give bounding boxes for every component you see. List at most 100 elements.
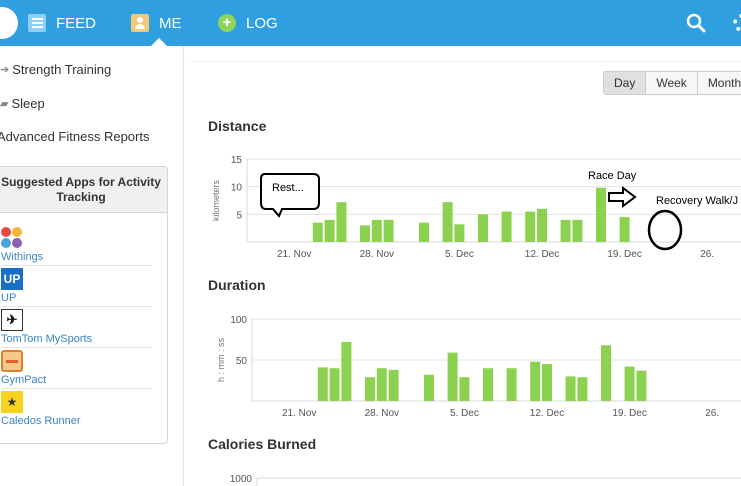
recovery-annotation: Recovery Walk/J <box>656 195 738 207</box>
time-range-selector: Day Week Month <box>603 71 741 95</box>
bar[interactable] <box>447 352 458 401</box>
bar[interactable] <box>388 369 399 401</box>
bar[interactable] <box>341 341 352 401</box>
sidebar-link-label: Sleep <box>11 96 45 111</box>
sidebar-link-label: Strength Training <box>12 62 112 77</box>
sleep-icon: ▰ <box>0 98 9 110</box>
caledos-logo-icon: ★ <box>1 391 23 413</box>
app-name[interactable]: UP <box>1 292 17 304</box>
me-icon <box>131 14 149 32</box>
y-tick-label: 10 <box>231 183 243 194</box>
bar[interactable] <box>424 374 434 401</box>
calories-chart: 1000 <box>230 474 741 486</box>
sidebar-link-advanced-fitness-reports[interactable]: Advanced Fitness Reports <box>0 129 149 144</box>
nav-feed[interactable]: FEED <box>28 0 96 46</box>
bar[interactable] <box>572 219 583 242</box>
app-name[interactable]: Caledos Runner <box>1 415 81 427</box>
bar[interactable] <box>376 368 387 401</box>
bar[interactable] <box>365 377 375 401</box>
app-item-withings[interactable]: Withings <box>1 225 151 266</box>
main-content: Day Week Month Distance 5 10 15 kilometers 2… <box>185 46 741 486</box>
calories-section-title: Calories Burned <box>208 436 317 452</box>
rest-speech-bubble <box>260 173 320 218</box>
x-tick-label: 19. Dec <box>612 408 646 419</box>
x-tick-label: 21. Nov <box>277 249 311 260</box>
app-item-up[interactable]: UP UP <box>1 266 151 307</box>
sidebar-link-label: Advanced Fitness Reports <box>0 129 150 144</box>
range-month-button[interactable]: Month <box>697 72 741 94</box>
y-axis-label: h : mm : ss <box>216 338 226 383</box>
duration-chart: 50 100 h : mm : ss 21. Nov 28. Nov 5. Dec 12. … <box>216 315 741 419</box>
up-logo-icon: UP <box>1 268 23 290</box>
bar[interactable] <box>478 214 488 242</box>
recovery-circle <box>647 209 683 251</box>
race-day-annotation: Race Day <box>588 170 637 182</box>
sidebar-link-sleep[interactable]: ▰ Sleep <box>0 96 45 111</box>
app-logo[interactable] <box>0 7 18 39</box>
x-tick-label: 5. Dec <box>445 249 474 260</box>
bar[interactable] <box>442 202 453 242</box>
gear-icon[interactable] <box>733 14 741 32</box>
x-tick-label: 28. Nov <box>360 249 394 260</box>
bar[interactable] <box>619 217 630 242</box>
nav-log[interactable]: + LOG <box>218 0 278 46</box>
bar[interactable] <box>483 368 493 401</box>
bar[interactable] <box>329 368 340 401</box>
withings-logo-icon <box>1 227 23 249</box>
bar[interactable] <box>501 211 512 242</box>
bar[interactable] <box>577 377 588 401</box>
distance-chart: 5 10 15 kilometers 21. Nov 28. Nov 5. Dec 12. D… <box>211 155 741 260</box>
race-day-arrow <box>608 186 637 208</box>
arrow-right-icon: ➔ <box>0 64 10 76</box>
y-tick-label: 1000 <box>230 474 253 485</box>
bar[interactable] <box>371 219 382 242</box>
bar[interactable] <box>383 219 394 242</box>
bar[interactable] <box>312 222 323 242</box>
app-name[interactable]: TomTom MySports <box>1 333 93 345</box>
range-day-button[interactable]: Day <box>604 72 647 94</box>
distance-section-title: Distance <box>208 118 267 134</box>
y-axis-label: kilometers <box>211 179 221 221</box>
nav-me[interactable]: ME <box>131 0 182 46</box>
y-tick-label: 100 <box>230 315 247 326</box>
bar[interactable] <box>336 202 347 242</box>
app-name[interactable]: GymPact <box>1 374 47 386</box>
bar[interactable] <box>506 368 517 401</box>
sidebar-link-strength-training[interactable]: ➔ Strength Training <box>0 62 111 77</box>
x-tick-label: 26. <box>700 249 714 260</box>
bar[interactable] <box>636 370 647 401</box>
bar[interactable] <box>537 208 547 242</box>
bar[interactable] <box>454 224 465 242</box>
y-tick-label: 50 <box>236 356 248 367</box>
bar[interactable] <box>624 366 635 401</box>
tomtom-logo-icon: ✈ <box>1 309 23 331</box>
x-tick-label: 5. Dec <box>450 408 479 419</box>
app-item-caledos-runner[interactable]: ★ Caledos Runner <box>1 389 151 430</box>
sidebar: ➔ Strength Training ▰ Sleep Advanced Fit… <box>0 46 184 486</box>
active-tab-caret <box>151 38 167 46</box>
bar[interactable] <box>530 361 541 401</box>
bar[interactable] <box>459 377 470 401</box>
bar[interactable] <box>542 364 552 401</box>
bar[interactable] <box>360 225 370 242</box>
range-week-button[interactable]: Week <box>646 72 698 94</box>
bar[interactable] <box>324 219 335 242</box>
bar[interactable] <box>596 187 606 242</box>
bar[interactable] <box>565 376 576 401</box>
bar[interactable] <box>317 367 328 401</box>
bar[interactable] <box>419 222 429 242</box>
bar[interactable] <box>525 211 536 242</box>
app-name[interactable]: Withings <box>1 251 44 263</box>
annotation-layer: Rest... Race Day Recovery Walk/J <box>260 170 738 251</box>
feed-icon <box>28 14 46 32</box>
app-item-tomtom-mysports[interactable]: ✈ TomTom MySports <box>1 307 151 348</box>
nav-log-label: LOG <box>246 14 278 32</box>
bar[interactable] <box>560 219 571 242</box>
bar[interactable] <box>601 345 611 401</box>
x-tick-label: 12. Dec <box>525 249 559 260</box>
app-item-gympact[interactable]: GymPact <box>1 348 151 389</box>
suggested-apps-panel: Suggested Apps for Activity Tracking Wit… <box>0 166 168 444</box>
nav-feed-label: FEED <box>56 14 97 32</box>
search-icon[interactable] <box>686 13 706 33</box>
nav-me-label: ME <box>159 14 182 32</box>
